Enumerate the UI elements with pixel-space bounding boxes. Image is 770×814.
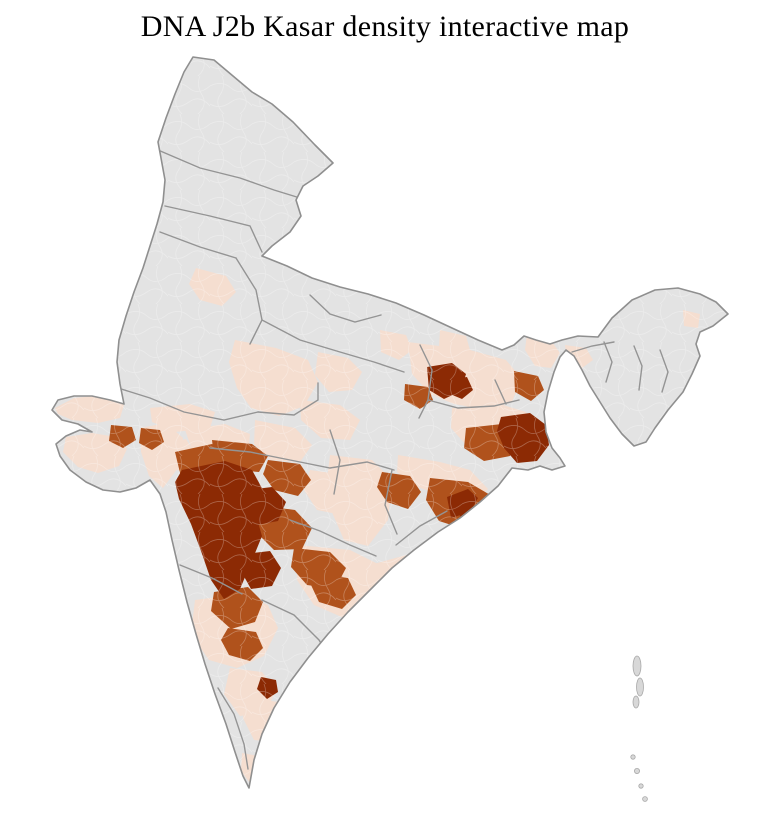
state-border-line [235, 257, 263, 345]
state-border-line [157, 149, 301, 199]
island-shape[interactable] [634, 768, 641, 775]
andaman-nicobar-islands[interactable] [630, 655, 648, 802]
state-border-line [427, 399, 520, 409]
state-border-line [309, 294, 382, 323]
island-shape[interactable] [632, 695, 640, 709]
state-border-line [164, 205, 263, 253]
island-shape[interactable] [642, 796, 648, 802]
island-shape[interactable] [638, 783, 644, 789]
state-border-line [603, 341, 613, 383]
island-shape[interactable] [636, 677, 644, 697]
state-border-line [494, 379, 507, 405]
state-border-line [261, 319, 405, 373]
state-border-line [418, 344, 433, 419]
state-border-line [179, 564, 243, 595]
state-border-line [289, 519, 377, 557]
page-title: DNA J2b Kasar density interactive map [140, 10, 630, 43]
state-border-line [571, 341, 615, 353]
state-border-line [395, 510, 448, 546]
state-border-line [257, 382, 319, 416]
state-border-line [209, 447, 395, 471]
state-border-line [217, 687, 249, 770]
state-border-line [659, 349, 669, 393]
state-border-line [159, 231, 237, 259]
state-border-line [384, 469, 398, 535]
state-borders [117, 149, 669, 770]
island-shape[interactable] [630, 754, 636, 760]
island-shape[interactable] [632, 655, 642, 677]
state-border-line [329, 429, 341, 495]
state-border-line [117, 387, 259, 421]
state-border-line [633, 345, 643, 391]
